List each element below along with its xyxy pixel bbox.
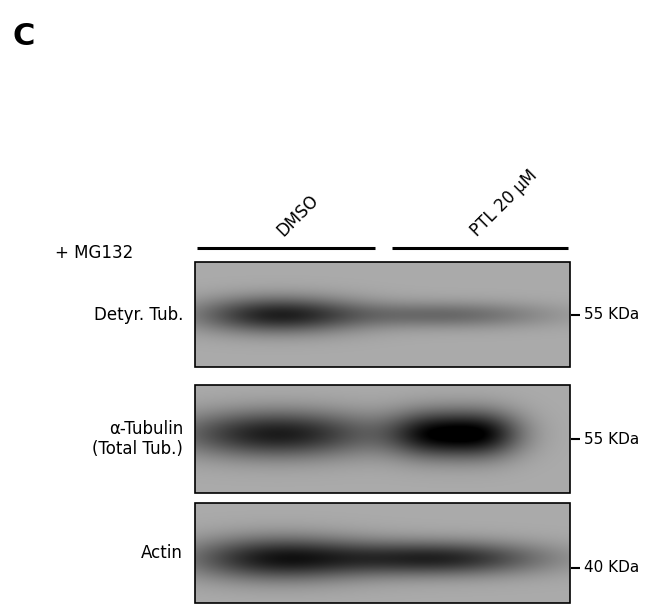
Text: Actin: Actin [141,544,183,562]
Bar [195,503,570,603]
Text: 55 KDa: 55 KDa [584,307,639,322]
Bar [195,385,570,493]
Text: α-Tubulin
(Total Tub.): α-Tubulin (Total Tub.) [92,419,183,458]
Text: PTL 20 μM: PTL 20 μM [467,166,541,240]
Text: C: C [12,22,34,51]
Text: 55 KDa: 55 KDa [584,432,639,447]
Bar [195,262,570,367]
Text: 40 KDa: 40 KDa [584,560,639,575]
Text: + MG132: + MG132 [55,244,133,262]
Text: Detyr. Tub.: Detyr. Tub. [94,305,183,324]
Text: DMSO: DMSO [273,191,322,240]
